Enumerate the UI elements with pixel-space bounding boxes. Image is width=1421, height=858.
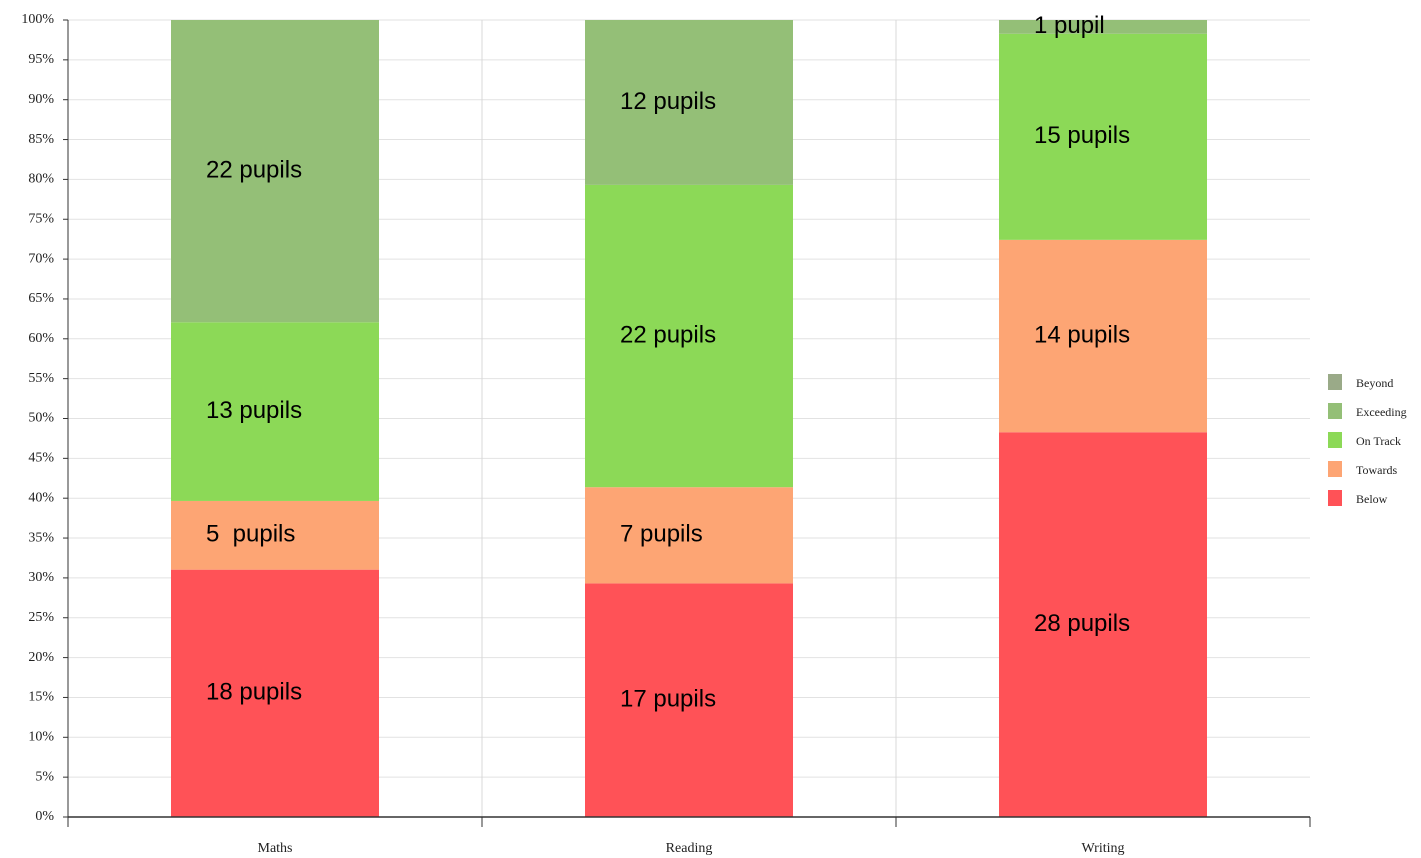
y-tick-label: 15%	[28, 690, 54, 705]
x-tick-label: Writing	[1082, 841, 1125, 856]
bar-segment	[999, 432, 1207, 817]
data-label: 18 pupils	[206, 679, 302, 706]
data-label: 17 pupils	[620, 686, 716, 713]
data-label: 28 pupils	[1034, 610, 1130, 637]
legend-swatch	[1328, 432, 1342, 448]
data-label: 1 pupil	[1034, 12, 1105, 39]
legend-label: Exceeding	[1356, 405, 1407, 419]
bar-segment	[171, 500, 379, 570]
legend-label: Below	[1356, 492, 1388, 506]
data-label: 22 pupils	[206, 156, 302, 183]
y-tick-label: 10%	[28, 730, 54, 745]
y-tick-label: 70%	[28, 251, 54, 266]
y-tick-label: 55%	[28, 371, 54, 386]
bar-segment	[171, 20, 379, 323]
y-tick-label: 60%	[28, 331, 54, 346]
y-tick-label: 5%	[35, 769, 54, 784]
bar-segment	[171, 322, 379, 501]
y-tick-label: 100%	[21, 12, 54, 27]
data-label: 15 pupils	[1034, 122, 1130, 149]
y-tick-label: 50%	[28, 411, 54, 426]
y-tick-label: 0%	[35, 809, 54, 824]
legend-swatch	[1328, 374, 1342, 390]
data-label: 22 pupils	[620, 321, 716, 348]
data-label: 13 pupils	[206, 397, 302, 424]
data-label: 5 pupils	[206, 521, 295, 548]
y-tick-label: 40%	[28, 490, 54, 505]
bar-segment	[585, 487, 793, 584]
y-tick-label: 75%	[28, 211, 54, 226]
legend-label: On Track	[1356, 434, 1401, 448]
y-tick-label: 20%	[28, 650, 54, 665]
y-tick-label: 35%	[28, 530, 54, 545]
y-tick-label: 95%	[28, 52, 54, 67]
legend-swatch	[1328, 490, 1342, 506]
y-tick-label: 45%	[28, 451, 54, 466]
x-tick-label: Reading	[666, 841, 713, 856]
legend-label: Towards	[1356, 463, 1397, 477]
data-label: 14 pupils	[1034, 321, 1130, 348]
bar-segment	[585, 184, 793, 488]
bar-segment	[999, 33, 1207, 240]
data-label: 7 pupils	[620, 521, 703, 548]
data-label: 12 pupils	[620, 88, 716, 115]
y-tick-label: 65%	[28, 291, 54, 306]
bar-segment	[171, 569, 379, 817]
x-tick-label: Maths	[258, 841, 293, 856]
legend-label: Beyond	[1356, 376, 1393, 390]
bar-segment	[999, 239, 1207, 433]
bar-segment	[585, 20, 793, 185]
legend-swatch	[1328, 403, 1342, 419]
y-tick-label: 90%	[28, 92, 54, 107]
bar-segment	[585, 583, 793, 817]
y-tick-label: 85%	[28, 132, 54, 147]
bar-segment	[999, 20, 1207, 34]
y-tick-label: 25%	[28, 610, 54, 625]
y-tick-label: 30%	[28, 570, 54, 585]
legend-swatch	[1328, 461, 1342, 477]
y-tick-label: 80%	[28, 172, 54, 187]
